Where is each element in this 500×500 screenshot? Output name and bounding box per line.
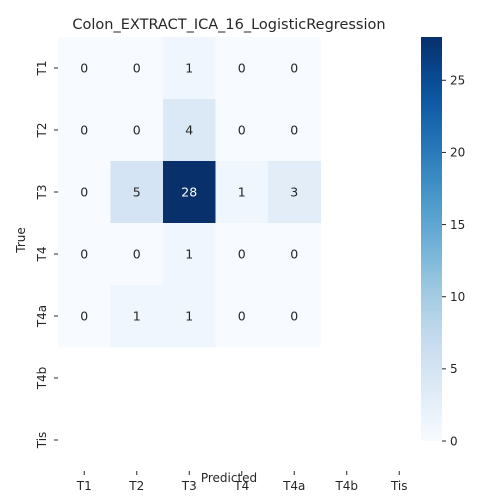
cell-label-T1-T4: 0 xyxy=(238,61,246,76)
cell-T4-T3 xyxy=(163,223,216,286)
y-tick-label-T4b: T4b xyxy=(35,367,49,391)
cell-T2-T3 xyxy=(163,99,216,162)
cell-label-T3-T4: 1 xyxy=(238,185,246,200)
cell-T3-T2 xyxy=(110,161,164,224)
cell-T1-T4a xyxy=(268,37,321,100)
cell-label-T4a-T4: 0 xyxy=(238,309,246,324)
colorbar-tick-label-15: 15 xyxy=(450,218,465,232)
x-tick-label-T2: T2 xyxy=(128,479,144,493)
cell-T3-T4a xyxy=(268,161,321,224)
x-tick-label-T4: T4 xyxy=(233,479,249,493)
cell-label-T1-T3: 1 xyxy=(185,61,193,76)
y-tick-label-T4: T4 xyxy=(35,247,49,263)
cell-T1-T4 xyxy=(215,37,269,100)
colorbar-tick-label-10: 10 xyxy=(450,290,465,304)
cell-T2-T4a xyxy=(268,99,321,162)
x-axis-label: Predicted xyxy=(201,471,257,485)
cell-T1-T2 xyxy=(110,37,164,100)
heatmap-grid: 0 0 1 0 0 0 0 4 0 0 0 5 28 1 3 0 0 1 0 0 0 1 1 0 0 xyxy=(58,37,321,348)
x-axis-ticks: T1 T2 T3 T4 T4a T4b Tis xyxy=(76,471,408,493)
cell-label-T4a-T2: 1 xyxy=(133,309,141,324)
cell-T4-T4a xyxy=(268,223,321,286)
cell-label-T4-T4a: 0 xyxy=(290,247,298,262)
cell-label-T4-T4: 0 xyxy=(238,247,246,262)
colorbar-tick-label-20: 20 xyxy=(450,146,465,160)
cell-T4a-T2 xyxy=(110,285,164,348)
cell-label-T2-T3: 4 xyxy=(185,123,193,138)
y-tick-label-T3: T3 xyxy=(35,185,49,201)
cell-label-T1-T1: 0 xyxy=(80,61,88,76)
y-tick-label-T1: T1 xyxy=(35,61,49,77)
cell-label-T4a-T4a: 0 xyxy=(290,309,298,324)
cell-label-T4-T2: 0 xyxy=(133,247,141,262)
cell-label-T3-T3: 28 xyxy=(181,185,197,200)
cell-T4a-T4 xyxy=(215,285,269,348)
cell-label-T4-T1: 0 xyxy=(80,247,88,262)
cell-label-T1-T4a: 0 xyxy=(290,61,298,76)
cell-label-T3-T1: 0 xyxy=(80,185,88,200)
colorbar-tick-label-5: 5 xyxy=(450,362,458,376)
y-tick-label-T4a: T4a xyxy=(35,305,49,328)
colorbar-tick-label-0: 0 xyxy=(450,434,458,448)
cell-label-T3-T4a: 3 xyxy=(290,185,298,200)
cell-T3-T4 xyxy=(215,161,269,224)
cell-T1-T1 xyxy=(58,37,111,100)
colorbar: 0 5 10 15 20 25 xyxy=(421,37,465,448)
cell-label-T2-T2: 0 xyxy=(133,123,141,138)
y-axis-ticks: T1 T2 T3 T4 T4a T4b Tis xyxy=(35,61,58,450)
cell-label-T2-T4: 0 xyxy=(238,123,246,138)
cell-label-T3-T2: 5 xyxy=(133,185,141,200)
cell-T4-T2 xyxy=(110,223,164,286)
cell-label-T1-T2: 0 xyxy=(133,61,141,76)
y-tick-label-Tis: Tis xyxy=(35,432,49,450)
colorbar-tick-label-25: 25 xyxy=(450,74,465,88)
cell-label-T4-T3: 1 xyxy=(185,247,193,262)
cell-T4a-T3 xyxy=(163,285,216,348)
cell-label-T4a-T3: 1 xyxy=(185,309,193,324)
cell-T3-T1 xyxy=(58,161,111,224)
cell-label-T4a-T1: 0 xyxy=(80,309,88,324)
cell-T4a-T1 xyxy=(58,285,111,348)
cell-T3-T3 xyxy=(163,161,216,224)
cell-T4a-T4a xyxy=(268,285,321,348)
x-tick-label-T3: T3 xyxy=(181,479,197,493)
y-tick-label-T2: T2 xyxy=(35,123,49,139)
colorbar-gradient xyxy=(421,37,442,441)
cell-T1-T3 xyxy=(163,37,216,100)
chart-title: Colon_EXTRACT_ICA_16_LogisticRegression xyxy=(72,17,385,33)
cell-label-T2-T1: 0 xyxy=(80,123,88,138)
cell-label-T2-T4a: 0 xyxy=(290,123,298,138)
x-tick-label-T4a: T4a xyxy=(282,479,305,493)
cell-T4-T1 xyxy=(58,223,111,286)
y-axis-label: True xyxy=(14,227,28,254)
x-tick-label-Tis: Tis xyxy=(390,479,408,493)
x-tick-label-T4b: T4b xyxy=(334,479,358,493)
cell-T2-T4 xyxy=(215,99,269,162)
x-tick-label-T1: T1 xyxy=(76,479,92,493)
cell-T2-T1 xyxy=(58,99,111,162)
cell-T2-T2 xyxy=(110,99,164,162)
cell-T4-T4 xyxy=(215,223,269,286)
